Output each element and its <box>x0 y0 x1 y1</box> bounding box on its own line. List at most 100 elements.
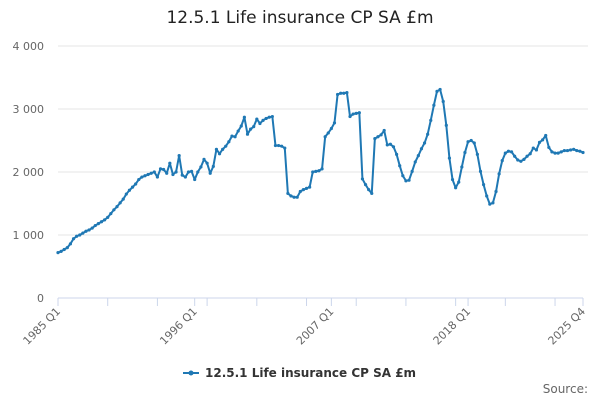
data-point[interactable] <box>460 165 464 169</box>
data-point[interactable] <box>463 150 467 155</box>
data-point[interactable] <box>286 191 290 196</box>
data-point[interactable] <box>130 185 135 189</box>
data-point[interactable] <box>87 228 91 232</box>
data-point[interactable] <box>475 152 479 156</box>
data-point[interactable] <box>230 134 234 138</box>
data-point[interactable] <box>78 233 82 237</box>
data-point[interactable] <box>115 205 119 209</box>
data-point[interactable] <box>249 127 253 131</box>
data-point[interactable] <box>233 135 237 139</box>
data-point[interactable] <box>422 141 427 145</box>
data-point[interactable] <box>562 148 566 153</box>
data-point[interactable] <box>472 141 476 145</box>
data-point[interactable] <box>481 183 486 187</box>
data-point[interactable] <box>444 123 448 127</box>
data-point[interactable] <box>376 135 380 139</box>
data-point[interactable] <box>214 147 219 151</box>
data-point[interactable] <box>426 132 430 136</box>
data-point[interactable] <box>320 167 324 171</box>
data-point[interactable] <box>267 115 271 119</box>
data-point[interactable] <box>106 215 110 219</box>
data-point[interactable] <box>556 151 560 155</box>
data-point[interactable] <box>273 143 278 148</box>
data-point[interactable] <box>84 229 88 233</box>
data-point[interactable] <box>419 147 424 151</box>
data-point[interactable] <box>65 246 69 250</box>
data-point[interactable] <box>289 194 293 198</box>
data-point[interactable] <box>171 172 175 177</box>
data-point[interactable] <box>140 175 144 179</box>
data-point[interactable] <box>503 151 507 155</box>
data-point[interactable] <box>342 91 346 95</box>
data-point[interactable] <box>339 91 343 95</box>
data-point[interactable] <box>317 169 321 173</box>
data-point[interactable] <box>109 211 113 216</box>
data-point[interactable] <box>354 111 358 116</box>
data-point[interactable] <box>276 143 281 148</box>
data-point[interactable] <box>177 154 181 158</box>
data-point[interactable] <box>565 148 570 153</box>
data-point[interactable] <box>165 171 169 175</box>
data-point[interactable] <box>345 91 349 95</box>
data-point[interactable] <box>193 177 197 182</box>
data-point[interactable] <box>513 154 517 158</box>
data-point[interactable] <box>264 116 268 121</box>
data-point[interactable] <box>121 197 125 201</box>
data-point[interactable] <box>252 125 256 129</box>
data-point[interactable] <box>407 178 411 182</box>
data-point[interactable] <box>227 140 231 144</box>
data-point[interactable] <box>429 118 433 122</box>
data-point[interactable] <box>581 150 585 155</box>
data-point[interactable] <box>466 140 470 144</box>
data-point[interactable] <box>335 92 340 97</box>
data-point[interactable] <box>102 218 107 222</box>
data-point[interactable] <box>478 169 483 173</box>
data-point[interactable] <box>553 151 557 155</box>
data-point[interactable] <box>544 133 548 138</box>
data-point[interactable] <box>509 150 514 154</box>
data-point[interactable] <box>398 164 402 168</box>
data-point[interactable] <box>255 117 259 121</box>
data-point[interactable] <box>152 170 156 174</box>
data-point[interactable] <box>71 237 76 241</box>
data-point[interactable] <box>208 171 212 175</box>
data-point[interactable] <box>158 167 163 171</box>
data-point[interactable] <box>547 145 551 150</box>
data-point[interactable] <box>221 147 225 151</box>
data-point[interactable] <box>134 182 138 186</box>
data-point[interactable] <box>469 138 473 143</box>
legend[interactable]: 12.5.1 Life insurance CP SA £m <box>183 366 416 380</box>
data-point[interactable] <box>568 148 573 152</box>
legend-item-label[interactable]: 12.5.1 Life insurance CP SA £m <box>205 366 416 380</box>
data-point[interactable] <box>516 158 520 162</box>
data-point[interactable] <box>541 138 545 142</box>
data-point[interactable] <box>360 177 365 181</box>
data-point[interactable] <box>196 170 200 174</box>
data-point[interactable] <box>304 186 309 190</box>
data-point[interactable] <box>578 149 582 153</box>
data-point[interactable] <box>550 150 554 154</box>
data-point[interactable] <box>205 161 209 165</box>
data-point[interactable] <box>99 220 104 224</box>
data-point[interactable] <box>382 128 386 133</box>
data-point[interactable] <box>146 172 150 177</box>
data-point[interactable] <box>388 142 392 146</box>
data-point[interactable] <box>174 170 178 174</box>
data-point[interactable] <box>410 169 414 173</box>
data-point[interactable] <box>93 223 97 228</box>
data-point[interactable] <box>112 208 116 212</box>
data-point[interactable] <box>323 135 327 139</box>
data-point[interactable] <box>90 226 94 230</box>
data-point[interactable] <box>314 169 318 173</box>
data-point[interactable] <box>531 146 535 150</box>
data-point[interactable] <box>416 154 420 158</box>
data-point[interactable] <box>301 188 306 192</box>
data-point[interactable] <box>351 112 355 116</box>
data-point[interactable] <box>534 148 539 152</box>
data-point[interactable] <box>373 137 377 141</box>
data-point[interactable] <box>258 121 262 126</box>
data-point[interactable] <box>395 152 399 156</box>
data-point[interactable] <box>572 147 576 151</box>
data-point[interactable] <box>348 114 352 119</box>
data-point[interactable] <box>224 144 228 148</box>
